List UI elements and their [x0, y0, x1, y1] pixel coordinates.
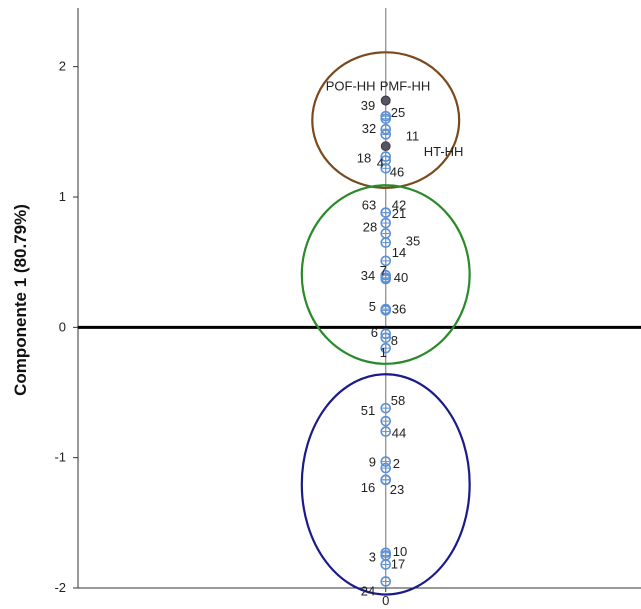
point-label: PMF-HH	[380, 79, 431, 94]
point-label: 7	[380, 263, 387, 278]
case-point	[380, 129, 392, 140]
axes-layer: 210-1-20	[54, 8, 641, 608]
case-point	[380, 123, 392, 135]
point-label: 5	[369, 299, 376, 314]
case-point	[380, 462, 392, 474]
case-point	[380, 155, 392, 166]
case-point	[380, 426, 392, 437]
point-label: 44	[392, 426, 406, 441]
point-label: 16	[361, 480, 375, 495]
case-point	[380, 113, 392, 125]
case-point	[380, 305, 392, 316]
point-label: HT-HH	[424, 144, 464, 159]
case-point	[380, 576, 392, 587]
case-point	[380, 269, 392, 281]
point-label: 35	[406, 234, 420, 249]
point-label: 4	[377, 155, 384, 170]
case-point	[380, 415, 392, 427]
point-label: 21	[392, 206, 406, 221]
y-axis-label: Componente 1 (80.79%)	[11, 204, 30, 396]
point-label: 24	[361, 583, 375, 598]
case-point	[380, 237, 392, 248]
case-point	[380, 559, 392, 570]
point-label: 14	[392, 245, 406, 260]
point-label: 11	[406, 128, 420, 143]
cluster-ellipses	[300, 51, 471, 596]
case-point	[380, 547, 392, 559]
point-label: 32	[362, 121, 376, 136]
cluster-ellipse	[300, 373, 471, 596]
point-label: 1	[380, 345, 387, 360]
point-label: 10	[393, 544, 407, 559]
case-point	[380, 163, 392, 174]
point-label: 18	[357, 151, 371, 166]
case-point	[380, 207, 392, 218]
point-label: 51	[361, 403, 375, 418]
point-label: POF-HH	[326, 79, 376, 94]
cluster-ellipse	[300, 184, 471, 365]
y-tick-label: 1	[59, 189, 66, 204]
point-label: 39	[361, 98, 375, 113]
case-point	[380, 402, 392, 414]
point-label: 2	[393, 456, 400, 471]
point-label: 36	[392, 301, 406, 316]
point-label: 3	[369, 549, 376, 564]
point-label: 40	[394, 270, 408, 285]
case-point	[380, 474, 392, 486]
case-point	[380, 255, 392, 267]
point-label: 28	[363, 219, 377, 234]
case-point	[380, 217, 392, 229]
cluster-ellipse	[311, 51, 461, 189]
point-label: 23	[390, 482, 404, 497]
case-point	[380, 332, 392, 344]
case-point	[380, 456, 392, 467]
x-tick-label: 0	[382, 593, 389, 608]
y-tick-label: -2	[54, 580, 66, 595]
y-tick-label: -1	[54, 450, 66, 465]
point-label: 63	[362, 198, 376, 213]
case-point	[380, 342, 392, 354]
point-label: 25	[391, 105, 405, 120]
point-label: 42	[392, 198, 406, 213]
point-label: 17	[391, 557, 405, 572]
point-label: 46	[390, 164, 404, 179]
variable-point	[380, 141, 391, 152]
point-label: 8	[391, 333, 398, 348]
point-label: 58	[391, 393, 405, 408]
point-label: 34	[361, 268, 375, 283]
case-point	[380, 328, 392, 340]
y-tick-label: 2	[59, 59, 66, 74]
point-label: 9	[369, 455, 376, 470]
y-tick-label: 0	[59, 319, 66, 334]
case-point	[380, 151, 392, 162]
data-points	[380, 95, 392, 587]
case-point	[380, 273, 392, 285]
point-label: 6	[371, 325, 378, 340]
variable-point	[380, 95, 391, 106]
